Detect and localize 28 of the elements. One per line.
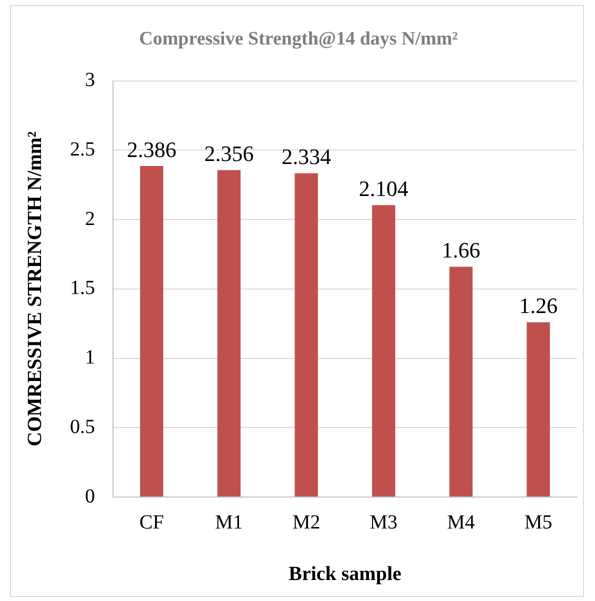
- y-tick-label: 1.5: [70, 277, 95, 300]
- bar: [449, 266, 473, 496]
- bar: [217, 170, 241, 496]
- data-label: 1.26: [519, 292, 558, 318]
- x-tick-label: M1: [215, 511, 243, 534]
- bar: [372, 205, 396, 496]
- x-axis-title: Brick sample: [288, 563, 402, 586]
- chart-title: Compressive Strength@14 days N/mm²: [139, 28, 458, 50]
- y-axis-title: COMRESSIVE STRENGTH N/mm²: [24, 131, 46, 446]
- x-tick-label: M5: [524, 511, 552, 534]
- bar: [526, 322, 550, 496]
- data-label: 2.356: [204, 140, 254, 166]
- data-label: 2.334: [282, 144, 332, 169]
- x-tick-label: M4: [447, 511, 475, 534]
- data-label: 2.104: [358, 176, 408, 201]
- bar: [294, 173, 318, 496]
- y-tick-label: 1: [85, 346, 95, 369]
- x-tick-label: CF: [139, 511, 164, 534]
- y-tick-label: 0.5: [70, 416, 95, 438]
- x-tick-label: M2: [292, 511, 320, 534]
- data-label: 1.66: [442, 237, 480, 262]
- y-tick-label: 2: [85, 208, 95, 230]
- data-label: 2.386: [126, 136, 176, 162]
- y-tick-label: 2.5: [70, 138, 95, 160]
- bar: [140, 166, 164, 496]
- y-tick-label: 0: [85, 485, 95, 508]
- y-tick-label: 3: [85, 69, 95, 92]
- x-tick-label: M3: [370, 511, 398, 534]
